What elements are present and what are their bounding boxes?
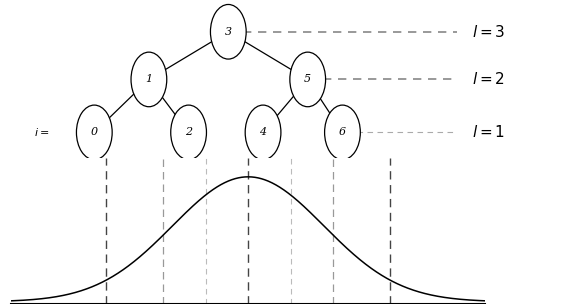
Ellipse shape: [131, 52, 167, 107]
Ellipse shape: [171, 105, 206, 160]
Text: 0: 0: [91, 127, 98, 137]
Text: $i = $: $i = $: [34, 126, 50, 138]
Text: 2: 2: [185, 127, 192, 137]
Text: $l = 1$: $l = 1$: [472, 124, 505, 140]
Text: 5: 5: [304, 74, 311, 85]
Ellipse shape: [210, 5, 246, 59]
Text: 6: 6: [339, 127, 346, 137]
Ellipse shape: [290, 52, 325, 107]
Text: 4: 4: [259, 127, 267, 137]
Ellipse shape: [245, 105, 281, 160]
Ellipse shape: [325, 105, 360, 160]
Text: $l = 2$: $l = 2$: [472, 71, 505, 88]
Text: 3: 3: [224, 27, 232, 37]
Text: 1: 1: [146, 74, 152, 85]
Ellipse shape: [77, 105, 112, 160]
Text: $l = 3$: $l = 3$: [472, 24, 505, 40]
